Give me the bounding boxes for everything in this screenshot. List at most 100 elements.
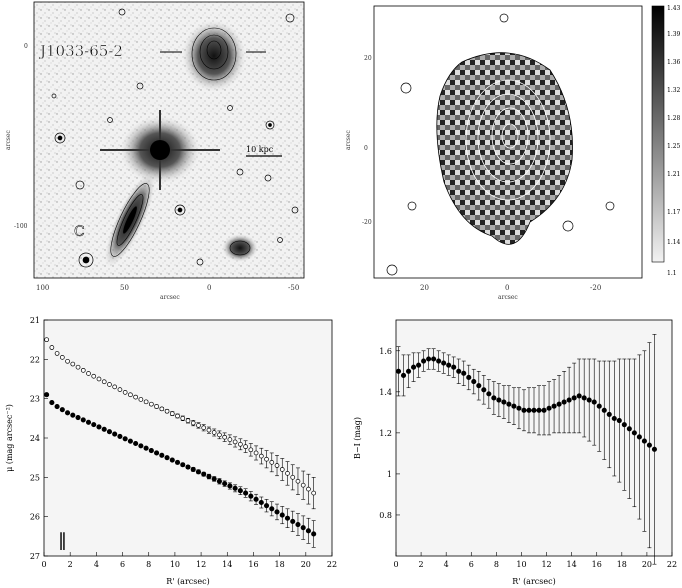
data-point-series-0 [481,387,487,393]
data-point-series-0 [521,407,527,413]
galaxy-top [160,20,266,92]
svg-text:1.39: 1.39 [667,31,681,38]
data-point-series-1 [201,471,207,477]
tick-x-3: -50 [288,284,299,292]
svg-text:1.25: 1.25 [667,143,681,150]
x-tick-label: 2 [419,560,424,569]
svg-text:1.32: 1.32 [667,87,681,94]
panel-b-colormap: 1.43 1.39 1.36 1.32 1.28 1.25 1.21 1.17 … [345,5,681,300]
data-point-series-0 [227,437,233,442]
data-point-series-0 [461,370,467,376]
data-point-series-0 [112,384,118,390]
data-point-series-0 [290,474,296,480]
x-axis-label: R' (arcsec) [512,577,555,586]
data-point-series-1 [305,528,311,534]
x-tick-label: 20 [642,560,652,569]
x-tick-label: 4 [94,560,99,569]
data-point-series-0 [222,434,228,440]
data-point-series-0 [616,418,622,424]
y-axis-label: B−I (mag) [353,417,362,459]
y-tick-label: 1 [387,470,392,479]
data-point-series-0 [217,432,222,438]
data-point-series-0 [526,407,532,413]
data-point-series-1 [112,431,118,437]
scale-bar-label: 10 kpc [246,145,274,154]
data-point-series-0 [253,450,259,456]
data-point-series-1 [269,506,275,512]
data-point-series-0 [556,401,562,407]
data-point-series-1 [49,400,55,406]
data-point-series-1 [127,438,133,444]
data-point-series-0 [501,399,507,405]
colorbar [651,5,665,263]
tick-y-1: -100 [14,223,28,230]
data-point-series-1 [85,419,92,425]
panel-a-image: J1033-65-2 10 kpc C 100 50 0 -50 arcsec … [5,1,305,300]
data-point-series-0 [431,356,437,362]
central-star [100,110,220,190]
y-tick-label: 0.8 [379,511,392,520]
plot-frame [395,319,673,557]
tick-x-2: 0 [207,284,211,292]
data-point-series-0 [44,337,49,343]
data-point-series-0 [496,397,502,403]
data-point-series-0 [107,382,112,387]
data-point-series-0 [606,411,612,417]
data-point-series-1 [154,450,160,456]
data-point-series-1 [143,445,149,451]
data-point-series-0 [238,441,243,447]
data-point-series-1 [211,476,217,482]
data-point-series-0 [486,391,492,397]
y-tick-label: 24 [30,434,40,443]
x-tick-label: 6 [120,560,125,569]
data-point-series-0 [581,395,587,401]
data-point-series-1 [279,512,285,518]
data-point-series-0 [285,471,290,476]
color-map-contours [465,79,551,201]
data-point-series-0 [586,397,592,403]
data-point-series-0 [159,406,165,412]
x-tick-label: 0 [41,560,46,569]
data-point-series-1 [206,473,212,480]
x-tick-label: 10 [170,560,180,569]
data-point-series-0 [264,456,269,462]
marker-c: C [74,224,85,240]
data-point-series-1 [44,392,50,398]
svg-text:1.28: 1.28 [667,115,681,122]
data-point-series-0 [269,460,275,465]
data-point-series-1 [253,496,259,502]
data-point-series-1 [232,485,238,491]
data-point-series-0 [279,467,285,472]
data-point-series-0 [80,367,86,373]
x-tick-label: 8 [146,560,151,569]
object-label: J1033-65-2 [38,42,123,60]
y-tick-label: 1.2 [379,429,392,438]
x-tick-label: 22 [327,560,337,569]
data-point-series-1 [54,403,60,410]
data-point-series-0 [551,403,557,409]
y-axis-label: μ (mag arcsec⁻²) [5,404,14,472]
data-point-series-1 [133,440,139,447]
tick-x-1: 0 [505,284,509,292]
data-point-series-0 [295,478,301,484]
data-point-series-0 [185,418,191,424]
data-point-series-0 [311,490,317,496]
data-point-series-1 [180,462,186,468]
data-point-series-1 [75,414,81,421]
tick-y-0: 0 [24,43,28,50]
data-point-series-1 [101,426,107,432]
data-point-series-1 [122,436,128,442]
tick-x-2: -20 [590,284,601,292]
data-point-series-0 [646,442,652,448]
x-tick-label: 14 [222,560,232,569]
chart-color-profile: 0 2 4 6 8 10 12 14 16 18 20 22 0.8 1 1.2 1.4 1.6 R' (ar… [353,319,677,586]
data-point-series-0 [395,368,402,374]
data-point-series-0 [232,439,238,445]
y-tick-label: 27 [30,552,40,561]
data-point-series-0 [243,444,248,450]
data-point-series-0 [491,395,497,401]
data-point-series-0 [416,362,422,368]
data-point-series-0 [117,387,123,392]
data-point-series-0 [405,368,412,374]
svg-text:1.17: 1.17 [667,209,681,216]
